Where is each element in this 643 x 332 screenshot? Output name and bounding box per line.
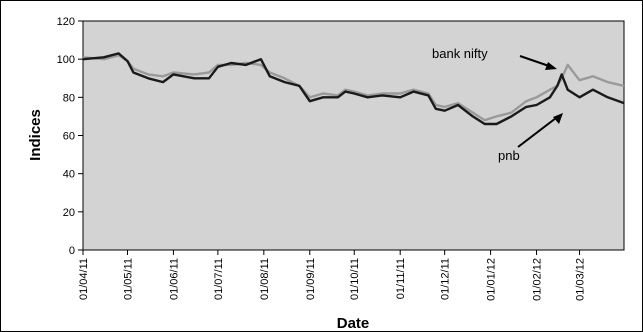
y-tick-label: 40	[63, 169, 75, 181]
y-tick-label: 80	[63, 92, 75, 104]
x-tick-label: 01/09/11	[305, 258, 317, 300]
x-tick-label: 01/01/12	[486, 258, 498, 301]
y-tick-label: 20	[63, 207, 75, 219]
x-tick-label: 01/12/11	[440, 258, 452, 300]
arrow-head-icon	[553, 113, 563, 124]
annotations: bank nifty pnb	[432, 46, 563, 163]
annotation-arrow-bank-nifty	[519, 55, 550, 67]
x-tick-label: 01/02/12	[532, 258, 544, 301]
annotation-arrow-pnb	[517, 117, 557, 148]
plot-area	[82, 20, 625, 251]
y-tick-label: 60	[63, 131, 75, 143]
annotation-bank-nifty: bank nifty	[432, 46, 488, 61]
y-tick-label: 120	[57, 16, 75, 28]
x-axis: 01/04/11 01/05/11 01/06/11 01/07/11 01/08/11…	[78, 250, 587, 301]
x-tick-label: 01/08/11	[259, 258, 271, 300]
x-axis-title: Date	[337, 315, 370, 332]
x-tick-label: 01/05/11	[122, 258, 134, 300]
series-line-pnb	[82, 52, 625, 126]
x-tick-label: 01/07/11	[213, 258, 225, 300]
y-tick-label: 0	[69, 245, 75, 257]
x-tick-label: 01/06/11	[168, 258, 180, 300]
x-tick-label: 01/10/11	[349, 258, 361, 300]
x-tick-label: 01/04/11	[78, 258, 90, 300]
series-layer	[82, 52, 625, 126]
arrow-head-icon	[545, 62, 557, 70]
series-line-bank-nifty	[82, 54, 625, 122]
y-axis-title: Indices	[27, 109, 44, 161]
x-tick-label: 01/11/11	[395, 258, 407, 299]
y-tick-label: 100	[57, 54, 75, 66]
annotation-pnb: pnb	[498, 148, 520, 163]
y-axis: 0 20 40 60 80 100 120	[57, 16, 83, 257]
x-tick-label: 01/03/12	[575, 258, 587, 301]
